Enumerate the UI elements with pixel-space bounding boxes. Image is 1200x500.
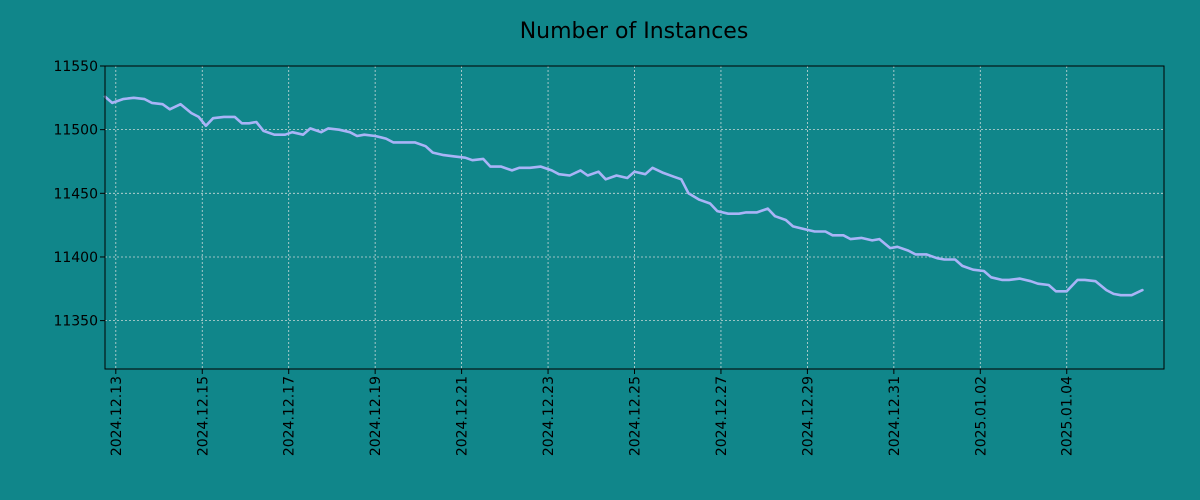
x-tick-label: 2024.12.27 [714, 376, 730, 456]
y-tick-label: 11350 [53, 314, 98, 330]
y-tick-label: 11400 [53, 250, 98, 266]
y-axis-ticks: 11350 11400 11450 11500 11550 [53, 59, 105, 330]
x-tick-label: 2024.12.21 [455, 376, 471, 456]
x-tick-label: 2024.12.17 [282, 376, 298, 456]
chart-title: Number of Instances [520, 19, 749, 44]
x-tick-label: 2025.01.02 [973, 376, 989, 456]
y-tick-label: 11550 [53, 59, 98, 75]
x-tick-label: 2024.12.15 [195, 376, 211, 456]
x-tick-label: 2024.12.29 [800, 376, 816, 456]
x-tick-label: 2024.12.31 [887, 376, 903, 456]
x-tick-label: 2024.12.25 [628, 376, 644, 456]
x-tick-label: 2024.12.13 [109, 376, 125, 456]
series-line [103, 95, 1144, 297]
x-tick-label: 2024.12.19 [368, 376, 384, 456]
x-tick-label: 2024.12.23 [541, 376, 557, 456]
y-tick-label: 11450 [53, 186, 98, 202]
x-axis-ticks: 2024.12.13 2024.12.15 2024.12.17 2024.12.19… [109, 369, 1076, 456]
y-tick-label: 11500 [53, 123, 98, 139]
x-tick-label: 2025.01.04 [1060, 376, 1076, 456]
series-layer [103, 95, 1144, 297]
